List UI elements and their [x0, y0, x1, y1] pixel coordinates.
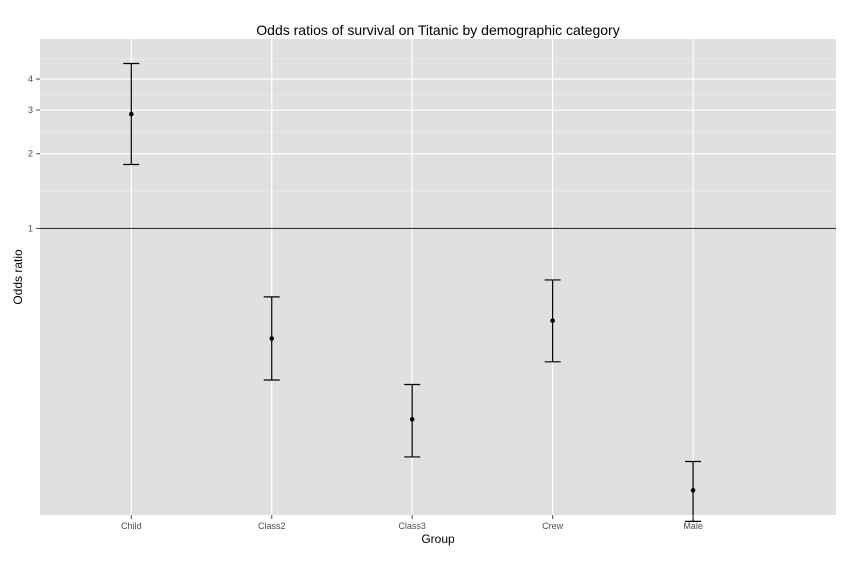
x-tick-label: Class3: [398, 521, 426, 531]
chart-title: Odds ratios of survival on Titanic by de…: [256, 22, 619, 38]
x-tick-label: Child: [121, 521, 142, 531]
y-tick-label: 2: [28, 149, 33, 159]
marks-layer: [123, 62, 702, 522]
x-axis-title: Group: [421, 532, 455, 546]
point-crew: [550, 318, 555, 323]
x-tick-label: Crew: [542, 521, 564, 531]
y-tick-label: 1: [28, 223, 33, 233]
point-class2: [269, 336, 275, 341]
point-child: [128, 111, 134, 117]
y-axis: 1 2 3 4: [28, 74, 40, 233]
y-tick-label: 3: [28, 105, 33, 115]
y-axis-title: Odds ratio: [11, 249, 25, 305]
plot-panel: [40, 39, 836, 515]
x-tick-label: Male: [683, 521, 703, 531]
point-class3: [409, 417, 415, 422]
point-male: [690, 488, 696, 493]
y-tick-label: 4: [28, 74, 33, 84]
x-axis: Child Class2 Class3 Crew Male: [121, 515, 703, 531]
x-tick-label: Class2: [258, 521, 286, 531]
